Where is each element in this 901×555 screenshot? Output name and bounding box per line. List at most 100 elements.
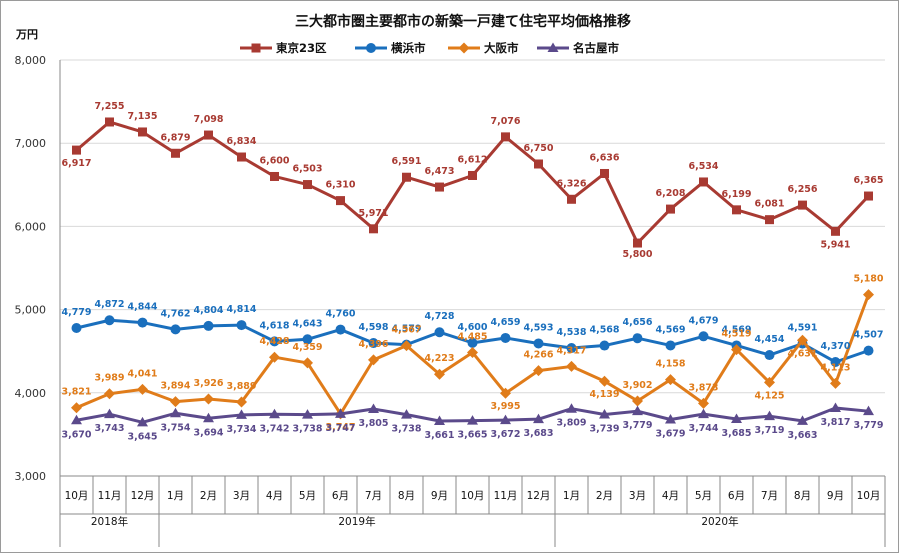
x-tick-label: 10月: [857, 490, 881, 502]
x-tick-label: 3月: [233, 490, 250, 502]
data-label: 7,255: [94, 101, 124, 112]
data-point: [764, 350, 775, 361]
data-label: 4,317: [556, 345, 586, 356]
data-label: 7,076: [490, 116, 520, 127]
data-point: [633, 238, 642, 248]
data-label: 3,734: [226, 424, 256, 435]
data-point: [863, 345, 874, 356]
year-label: 2019年: [338, 515, 375, 528]
data-point: [71, 414, 82, 425]
data-label: 6,326: [556, 178, 586, 189]
data-label: 4,593: [523, 322, 553, 333]
data-label: 3,805: [358, 418, 388, 429]
data-label: 4,569: [655, 324, 685, 335]
data-label: 3,738: [292, 424, 322, 435]
data-point: [533, 413, 544, 424]
x-tick-label: 8月: [398, 490, 415, 502]
data-label: 5,180: [853, 274, 883, 285]
data-point: [566, 360, 577, 372]
data-label: 4,659: [490, 317, 520, 328]
x-tick-label: 10月: [65, 490, 89, 502]
plot-area: [71, 117, 874, 427]
data-label: 6,750: [523, 143, 553, 154]
data-label: 4,600: [457, 322, 487, 333]
data-label: 6,879: [160, 132, 190, 143]
legend-marker: [458, 42, 470, 54]
data-point: [632, 405, 643, 416]
data-label: 4,872: [94, 299, 124, 310]
data-point: [831, 226, 840, 236]
y-tick-label: 3,000: [15, 470, 47, 483]
data-point: [104, 408, 115, 419]
x-tick-label: 7月: [761, 490, 778, 502]
data-point: [203, 320, 214, 331]
data-label: 4,679: [688, 315, 718, 326]
data-label: 4,266: [523, 350, 553, 361]
data-point: [368, 338, 379, 349]
data-point: [863, 405, 874, 416]
data-point: [270, 171, 279, 181]
data-point: [401, 340, 412, 352]
data-label: 3,817: [820, 417, 850, 428]
data-label: 3,679: [655, 429, 685, 440]
x-tick-label: 10月: [461, 490, 485, 502]
legend: 東京23区 横浜市 大阪市 名古屋市: [240, 41, 619, 55]
data-point: [864, 191, 873, 201]
data-point: [567, 194, 576, 204]
data-label: 3,894: [160, 381, 190, 392]
legend-marker: [366, 43, 376, 53]
data-label: 4,844: [127, 302, 157, 313]
x-tick-label: 4月: [662, 490, 679, 502]
data-point: [335, 324, 346, 335]
data-point: [665, 340, 676, 351]
data-point: [830, 357, 841, 368]
data-label: 3,744: [688, 423, 718, 434]
x-tick-label: 9月: [431, 490, 448, 502]
data-label: 4,568: [589, 325, 619, 336]
data-point: [236, 320, 247, 331]
data-label: 4,567: [391, 325, 421, 336]
x-tick-label: 5月: [299, 490, 316, 502]
data-point: [632, 333, 643, 344]
y-tick-label: 6,000: [15, 220, 47, 233]
data-point: [269, 336, 280, 347]
data-label: 5,800: [622, 249, 652, 260]
data-point: [302, 357, 313, 369]
data-point: [467, 346, 478, 358]
legend-label: 東京23区: [276, 41, 327, 55]
y-tick-label: 5,000: [15, 304, 47, 317]
x-tick-label: 3月: [629, 490, 646, 502]
data-point: [566, 343, 577, 354]
data-label: 3,719: [754, 425, 784, 436]
legend-marker: [547, 42, 559, 52]
data-label: 4,158: [655, 359, 685, 370]
data-point: [764, 376, 775, 388]
y-axis-ticks: 3,000 4,000 5,000 6,000 7,000 8,000: [15, 54, 47, 483]
data-point: [698, 408, 709, 419]
data-label: 3,661: [424, 430, 454, 441]
legend-label: 大阪市: [484, 41, 519, 55]
data-label: 4,569: [721, 324, 751, 335]
data-label: 6,199: [721, 189, 751, 200]
y-axis-unit: 万円: [15, 28, 38, 41]
data-point: [468, 170, 477, 180]
x-tick-label: 4月: [266, 490, 283, 502]
data-point: [632, 395, 643, 407]
data-point: [467, 415, 478, 425]
data-point: [71, 402, 82, 414]
data-point: [71, 322, 82, 333]
data-label: 3,663: [787, 430, 817, 441]
data-point: [434, 415, 445, 426]
data-point: [765, 215, 774, 225]
legend-marker: [251, 43, 261, 53]
data-point: [599, 340, 610, 351]
data-label: 4,814: [226, 304, 256, 315]
data-label: 6,365: [853, 175, 883, 186]
data-label: 4,125: [754, 390, 784, 401]
data-label: 6,256: [787, 184, 817, 195]
data-label: 3,739: [589, 424, 619, 435]
data-point: [104, 388, 115, 400]
data-point: [435, 182, 444, 192]
data-point: [137, 317, 148, 328]
